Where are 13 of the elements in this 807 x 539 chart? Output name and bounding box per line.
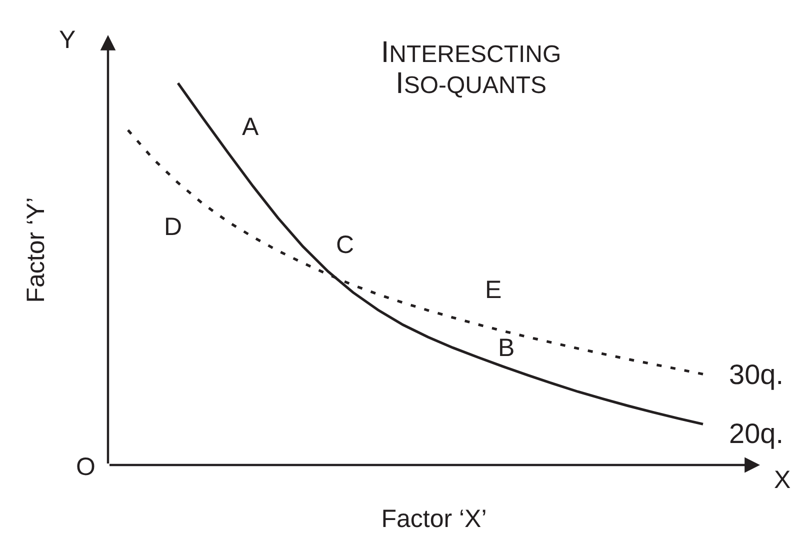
text: O	[76, 453, 96, 481]
series-label: 20q.	[729, 418, 784, 449]
annotation: C	[336, 231, 354, 259]
x-axis-title: Factor ‘X’	[381, 505, 487, 533]
annotation: D	[164, 213, 182, 241]
annotation: B	[498, 334, 515, 362]
chart-title: INTERESCTING ISO-QUANTS	[380, 36, 562, 100]
annotation: E	[485, 276, 502, 304]
y-axis-title: Factor ‘Y’	[22, 197, 50, 303]
series-label: 30q.	[729, 359, 784, 390]
text: Y	[59, 26, 76, 54]
text: X	[774, 466, 791, 494]
annotation: A	[242, 113, 259, 141]
